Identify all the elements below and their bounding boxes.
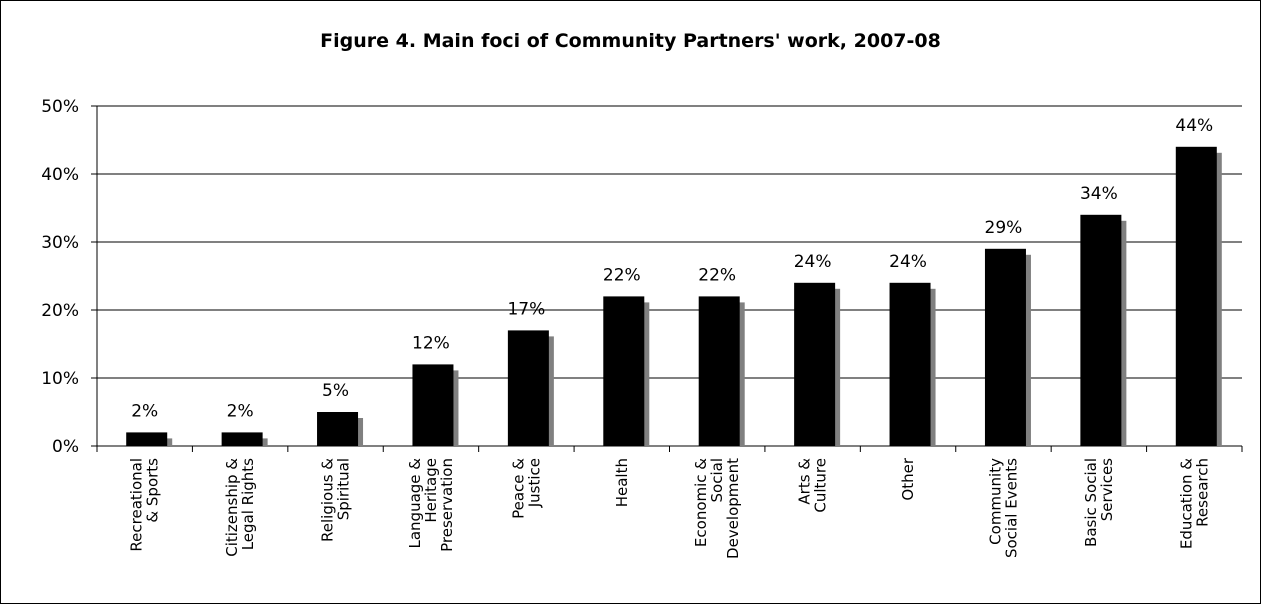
x-tick-label-line: Citizenship & [223,458,241,557]
x-tick-label-line: Arts & [796,458,814,505]
x-tick-label-line: & Sports [144,458,162,523]
x-tick-label: Other [899,457,917,500]
bar [1175,146,1217,447]
data-label: 22% [698,265,736,285]
x-tick-label-line: Social Events [1002,458,1020,558]
data-label: 22% [603,265,641,285]
x-tick-label-line: Community [986,458,1004,545]
x-tick-label-line: Development [724,458,742,559]
y-tick-label: 30% [41,233,79,253]
x-tick-label-line: Culture [812,458,830,513]
data-label: 12% [412,333,450,353]
data-label: 17% [507,299,545,319]
x-tick-label-line: Justice [525,458,543,508]
data-label: 24% [889,252,927,272]
x-tick-label-line: Preservation [438,458,456,552]
x-tick-label: Health [613,458,631,507]
y-tick-label: 10% [41,369,79,389]
x-tick-label: Education &Research [1177,458,1211,549]
bar [412,364,454,446]
x-tick-label: Peace &Justice [509,458,543,519]
data-label: 5% [322,381,349,401]
x-tick-label: Religious &Spiritual [319,458,353,542]
y-tick-label: 40% [41,165,79,185]
x-tick-label-line: Social [708,458,726,502]
x-tick-label-line: Other [899,457,917,500]
x-tick-label-line: Peace & [509,458,527,519]
x-tick-label: Recreational& Sports [128,458,162,552]
x-tick-label-line: Education & [1177,458,1195,549]
x-tick-label-line: Basic Social [1082,458,1100,547]
x-tick-label-line: Services [1098,458,1116,521]
x-tick-label: Arts &Culture [796,458,830,513]
data-label: 2% [131,401,158,421]
data-label: 24% [794,252,832,272]
data-label: 2% [227,401,254,421]
bar [603,296,645,446]
x-tick-label-line: Religious & [319,458,337,542]
chart-title: Figure 4. Main foci of Community Partner… [320,30,941,52]
bar [126,432,168,446]
x-tick-label-line: Language & [406,458,424,549]
y-tick-label: 20% [41,301,79,321]
x-tick-label-line: Legal Rights [239,458,257,550]
bar [984,248,1026,446]
bar [317,412,359,446]
data-label: 29% [985,218,1023,238]
x-tick-label-line: Economic & [692,458,710,547]
bar [698,296,740,446]
x-tick-label-line: Recreational [128,458,146,552]
y-tick-label: 0% [52,437,79,457]
bar [1080,214,1122,446]
x-tick-label-line: Research [1193,458,1211,527]
x-tick-label-line: Heritage [422,458,440,523]
bar [221,432,263,446]
x-tick-label-line: Health [613,458,631,507]
bar [889,282,931,446]
x-tick-label-line: Spiritual [335,458,353,520]
x-tick-label: Citizenship &Legal Rights [223,458,257,557]
data-label: 34% [1080,184,1118,204]
y-tick-label: 50% [41,97,79,117]
bar [794,282,836,446]
bar [507,330,549,446]
data-label: 44% [1175,116,1213,136]
